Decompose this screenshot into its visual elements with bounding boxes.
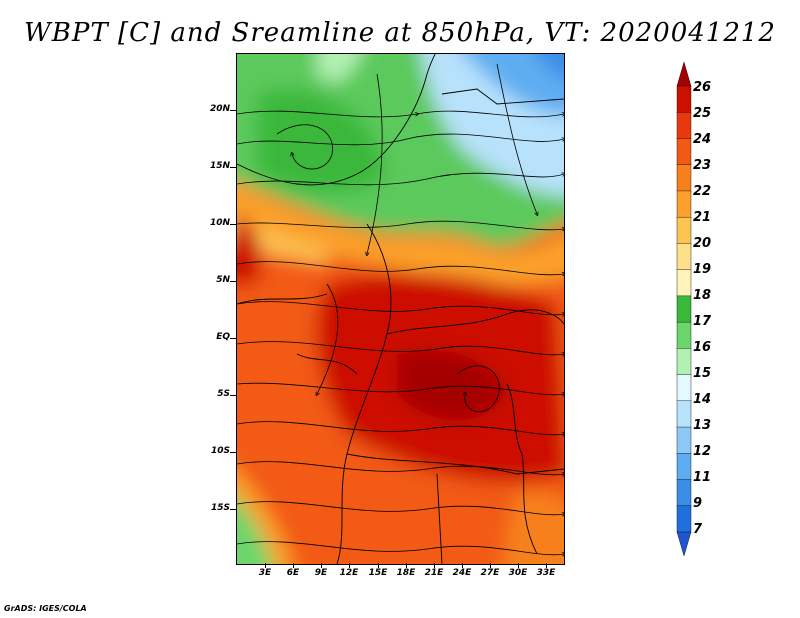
colorbar-label: 23 xyxy=(693,158,712,173)
colorbar-swatch xyxy=(676,426,692,454)
wbpt-field xyxy=(237,54,564,564)
lon-label: 30E xyxy=(508,568,528,578)
colorbar-swatch xyxy=(676,295,692,323)
lon-label: 27E xyxy=(480,568,500,578)
colorbar-swatch xyxy=(676,479,692,507)
colorbar-label: 13 xyxy=(693,418,712,433)
lat-label: 20N xyxy=(209,104,230,114)
lat-tick xyxy=(230,509,236,510)
colorbar-label: 24 xyxy=(693,132,712,147)
colorbar xyxy=(676,61,692,557)
temperature-shading xyxy=(237,54,564,564)
colorbar-swatch xyxy=(676,61,692,87)
lat-tick xyxy=(230,395,236,396)
lat-tick xyxy=(230,224,236,225)
lat-label: 5S xyxy=(217,389,230,399)
colorbar-label: 20 xyxy=(693,236,712,251)
colorbar-swatch xyxy=(676,374,692,402)
colorbar-label: 14 xyxy=(693,392,712,407)
lon-tick xyxy=(349,563,350,568)
colorbar-swatch xyxy=(676,190,692,218)
lon-label: 18E xyxy=(396,568,416,578)
lon-tick xyxy=(293,563,294,568)
colorbar-label: 19 xyxy=(693,262,712,277)
colorbar-swatch xyxy=(676,216,692,245)
colorbar-label: 22 xyxy=(693,184,712,199)
lat-label: 10S xyxy=(210,446,230,456)
colorbar-swatch xyxy=(676,453,692,481)
lat-label: 15N xyxy=(209,161,230,171)
lon-label: 33E xyxy=(536,568,556,578)
colorbar-swatch xyxy=(676,138,692,166)
colorbar-swatch xyxy=(676,321,692,350)
lon-tick xyxy=(434,563,435,568)
lat-tick xyxy=(230,281,236,282)
lat-tick xyxy=(230,452,236,453)
colorbar-label: 12 xyxy=(693,444,712,459)
colorbar-swatch xyxy=(676,348,692,376)
colorbar-label: 18 xyxy=(693,288,712,303)
lon-tick xyxy=(546,563,547,568)
colorbar-label: 16 xyxy=(693,340,712,355)
colorbar-label: 17 xyxy=(693,314,712,329)
colorbar-label: 25 xyxy=(693,106,712,121)
grads-credit: GrADS: IGES/COLA xyxy=(4,604,87,613)
lon-tick xyxy=(321,563,322,568)
colorbar-swatch xyxy=(676,269,692,297)
lon-label: 12E xyxy=(339,568,359,578)
lat-label: 10N xyxy=(209,218,230,228)
lon-label: 15E xyxy=(368,568,388,578)
chart-title: WBPT [C] and Sreamline at 850hPa, VT: 20… xyxy=(24,18,776,48)
lon-tick xyxy=(518,563,519,568)
lat-label: 5N xyxy=(216,275,230,285)
lon-label: 3E xyxy=(258,568,272,578)
lat-label: 15S xyxy=(210,503,230,513)
lat-tick xyxy=(230,110,236,111)
lat-label: EQ xyxy=(216,332,230,342)
colorbar-label: 15 xyxy=(693,366,712,381)
colorbar-swatch xyxy=(676,85,692,113)
lon-label: 24E xyxy=(452,568,472,578)
lon-tick xyxy=(490,563,491,568)
lat-tick xyxy=(230,338,236,339)
colorbar-label: 9 xyxy=(693,496,703,511)
lon-tick xyxy=(462,563,463,568)
coastline-borders xyxy=(237,54,564,564)
colorbar-swatch xyxy=(676,400,692,428)
lon-tick xyxy=(378,563,379,568)
lon-label: 21E xyxy=(424,568,444,578)
map-area xyxy=(236,53,565,565)
colorbar-swatch xyxy=(676,112,692,140)
colorbar-label: 7 xyxy=(693,522,703,537)
lon-tick xyxy=(406,563,407,568)
colorbar-label: 21 xyxy=(693,210,712,225)
colorbar-label: 11 xyxy=(693,470,712,485)
colorbar-swatches xyxy=(676,61,692,557)
lon-label: 6E xyxy=(286,568,300,578)
streamlines xyxy=(237,63,564,555)
lon-label: 9E xyxy=(314,568,328,578)
lon-tick xyxy=(265,563,266,568)
colorbar-swatch xyxy=(676,505,692,533)
lat-tick xyxy=(230,167,236,168)
colorbar-label: 26 xyxy=(693,80,712,95)
colorbar-swatch xyxy=(676,531,692,557)
colorbar-swatch xyxy=(676,164,692,192)
colorbar-swatch xyxy=(676,243,692,271)
